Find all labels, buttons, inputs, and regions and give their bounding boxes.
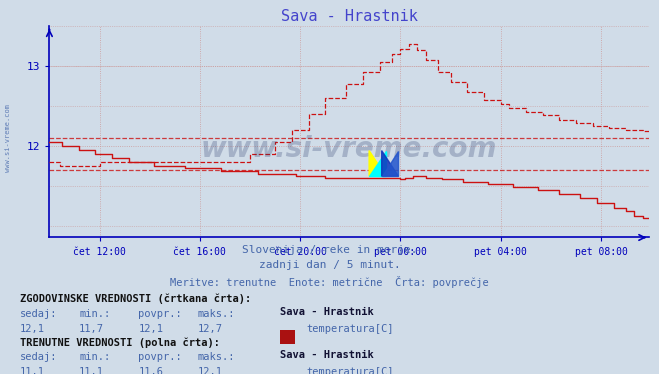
Text: min.:: min.: [79,352,110,362]
Text: www.si-vreme.com: www.si-vreme.com [5,104,11,172]
Text: povpr.:: povpr.: [138,352,182,362]
Polygon shape [369,151,386,176]
Polygon shape [382,151,399,176]
Text: TRENUTNE VREDNOSTI (polna črta):: TRENUTNE VREDNOSTI (polna črta): [20,337,219,348]
Text: zadnji dan / 5 minut.: zadnji dan / 5 minut. [258,260,401,270]
Text: maks.:: maks.: [198,309,235,319]
Title: Sava - Hrastnik: Sava - Hrastnik [281,9,418,24]
Text: 12,7: 12,7 [198,324,223,334]
Text: sedaj:: sedaj: [20,309,57,319]
Text: 12,1: 12,1 [138,324,163,334]
Text: 11,7: 11,7 [79,324,104,334]
Text: 11,1: 11,1 [79,367,104,374]
Text: 11,6: 11,6 [138,367,163,374]
Text: ZGODOVINSKE VREDNOSTI (črtkana črta):: ZGODOVINSKE VREDNOSTI (črtkana črta): [20,294,251,304]
Text: temperatura[C]: temperatura[C] [306,324,394,334]
Polygon shape [369,151,386,176]
Text: Sava - Hrastnik: Sava - Hrastnik [280,350,374,361]
Text: Meritve: trenutne  Enote: metrične  Črta: povprečje: Meritve: trenutne Enote: metrične Črta: … [170,276,489,288]
Text: 11,1: 11,1 [20,367,45,374]
Text: povpr.:: povpr.: [138,309,182,319]
Text: maks.:: maks.: [198,352,235,362]
Text: Slovenija / reke in morje.: Slovenija / reke in morje. [242,245,417,255]
Text: sedaj:: sedaj: [20,352,57,362]
Text: 12,1: 12,1 [198,367,223,374]
Text: temperatura[C]: temperatura[C] [306,367,394,374]
Polygon shape [382,151,399,176]
Text: Sava - Hrastnik: Sava - Hrastnik [280,307,374,317]
Text: min.:: min.: [79,309,110,319]
Text: www.si-vreme.com: www.si-vreme.com [201,135,498,163]
Text: 12,1: 12,1 [20,324,45,334]
